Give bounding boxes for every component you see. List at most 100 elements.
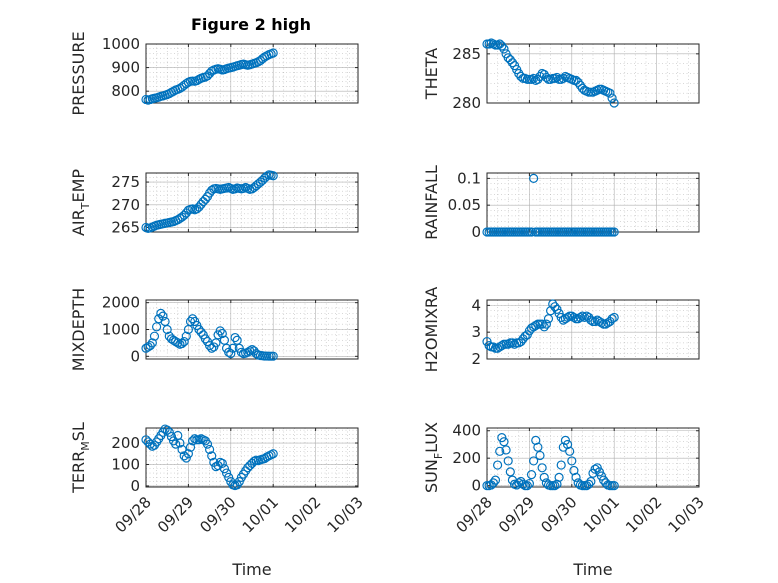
y-tick-label: 0 [130, 477, 140, 495]
data-point [194, 74, 204, 85]
data-point [183, 449, 193, 459]
data-point [495, 446, 505, 456]
y-tick-label: 285 [452, 45, 481, 63]
data-point [162, 425, 172, 435]
data-point [188, 314, 198, 324]
data-point [185, 316, 196, 327]
x-axis-title: Time [231, 560, 271, 579]
axes-box [145, 43, 359, 104]
data-point [552, 479, 562, 489]
data-point [526, 470, 537, 480]
data-point [162, 324, 172, 335]
data-point [207, 451, 217, 461]
data-point [181, 453, 191, 463]
data-point [554, 472, 564, 482]
subplot-h2omixra: 2 3 4 H2OMIXRA [422, 287, 700, 373]
x-tick-label: 09/28 [112, 493, 155, 536]
subplot-pressure: 800 900 1000 PRESSURE [69, 31, 359, 116]
y-tick-label: 200 [452, 449, 481, 467]
y-tick-label: 0.05 [448, 196, 481, 214]
x-tick-label: 10/03 [324, 493, 367, 536]
x-tick-label: 10/02 [281, 493, 324, 536]
data-point [609, 312, 619, 323]
data-point [175, 438, 185, 448]
data-point [507, 58, 518, 68]
data-point [522, 481, 532, 491]
data-point [185, 442, 196, 452]
x-axis-title: Time [572, 560, 612, 579]
data-point [224, 472, 234, 482]
data-point [497, 340, 507, 351]
x-tick-label: 09/28 [453, 493, 496, 536]
data-point [205, 340, 215, 351]
y-axis-title: H2OMIXRA [422, 287, 441, 373]
data-point [562, 439, 573, 450]
y-axis-title: MIXDEPTH [69, 288, 88, 371]
data-point [550, 481, 560, 491]
data-point [569, 312, 579, 323]
x-tick-label: 10/01 [580, 493, 623, 536]
data-point [607, 314, 617, 324]
data-point [609, 227, 619, 237]
data-point [539, 322, 549, 332]
data-point [268, 48, 278, 58]
data-point [529, 456, 539, 466]
data-point [173, 338, 183, 348]
y-tick-label: 280 [452, 94, 481, 112]
data-point [177, 338, 187, 349]
data-point [484, 340, 494, 351]
data-point [571, 472, 581, 482]
data-point [596, 318, 607, 328]
axes-box [486, 43, 700, 104]
data-point [221, 468, 232, 478]
data-point [501, 445, 511, 455]
data-point [488, 478, 498, 488]
data-point [503, 456, 513, 466]
axes-box [486, 172, 700, 233]
data-point [219, 464, 230, 474]
data-point [537, 319, 547, 329]
data-point [556, 312, 566, 323]
data-point [245, 346, 255, 356]
data-point [533, 442, 543, 452]
data-point [490, 475, 501, 485]
data-point [518, 479, 528, 489]
data-point [579, 312, 590, 323]
data-point [584, 479, 594, 489]
y-tick-label: 800 [111, 82, 140, 100]
data-point [196, 327, 206, 337]
axes-box [486, 427, 700, 488]
data-point [188, 436, 198, 446]
data-point [565, 446, 575, 456]
figure-title: Figure 2 high [191, 15, 311, 34]
y-axis-title: SUNFLUX [422, 422, 445, 493]
data-point [179, 451, 189, 461]
data-point [505, 467, 515, 477]
data-point [230, 332, 240, 343]
data-point [509, 339, 520, 349]
data-point [207, 66, 217, 76]
data-point [609, 481, 619, 491]
data-point [573, 77, 583, 87]
y-tick-label: 900 [111, 59, 140, 77]
y-tick-label: 4 [471, 296, 481, 314]
data-point [524, 478, 535, 489]
data-point [505, 55, 515, 65]
subplot-theta: 280 285 THETA [422, 38, 700, 112]
axes-box [145, 172, 359, 233]
data-point [590, 316, 600, 327]
x-tick-label: 10/02 [622, 493, 665, 536]
y-axis-title: RAINFALL [422, 165, 441, 240]
y-tick-label: 275 [111, 173, 140, 191]
y-tick-label: 3 [471, 323, 481, 341]
data-point [158, 311, 168, 321]
data-point [268, 171, 278, 181]
data-point [567, 456, 577, 466]
data-point [499, 44, 509, 54]
x-tick-label: 09/30 [537, 493, 580, 536]
data-point [200, 194, 210, 204]
subplot-terr_msl: 0 100 200 09/28 09/29 09/30 10/01 10/02 10/03 Tim… [69, 422, 367, 579]
data-point [200, 334, 210, 344]
y-tick-label: 0.1 [457, 169, 481, 187]
